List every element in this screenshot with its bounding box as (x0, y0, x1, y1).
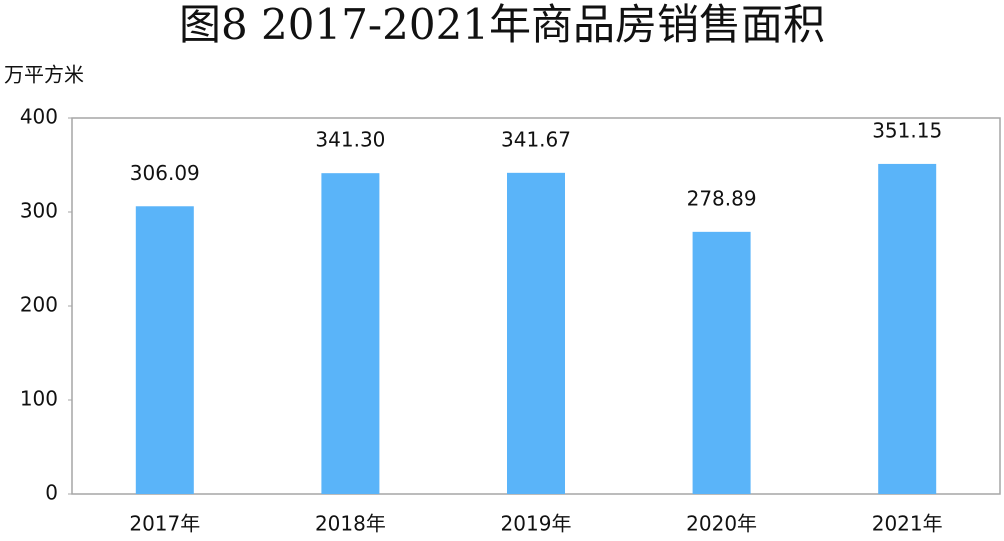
bar (507, 172, 565, 494)
x-tick-label: 2018年 (315, 512, 386, 536)
bar (692, 231, 751, 495)
bar (321, 173, 380, 495)
y-axis-label: 万平方米 (4, 63, 84, 87)
value-label: 278.89 (687, 186, 757, 210)
y-tick-label: 200 (20, 293, 58, 317)
bar (878, 163, 937, 494)
y-tick-label: 0 (45, 481, 58, 505)
y-tick-label: 300 (20, 199, 58, 223)
x-tick-label: 2019年 (501, 512, 572, 536)
x-tick-label: 2020年 (686, 512, 757, 536)
value-label: 341.30 (315, 128, 385, 152)
x-tick-label: 2021年 (872, 512, 943, 536)
bar (135, 206, 194, 495)
y-tick-label: 400 (20, 105, 58, 129)
value-label: 341.67 (501, 127, 571, 151)
y-tick-label: 100 (20, 387, 58, 411)
value-label: 306.09 (130, 161, 200, 185)
x-tick-label: 2017年 (129, 512, 200, 536)
chart-title: 图8 2017-2021年商品房销售面积 (179, 0, 825, 49)
value-label: 351.15 (872, 118, 942, 142)
